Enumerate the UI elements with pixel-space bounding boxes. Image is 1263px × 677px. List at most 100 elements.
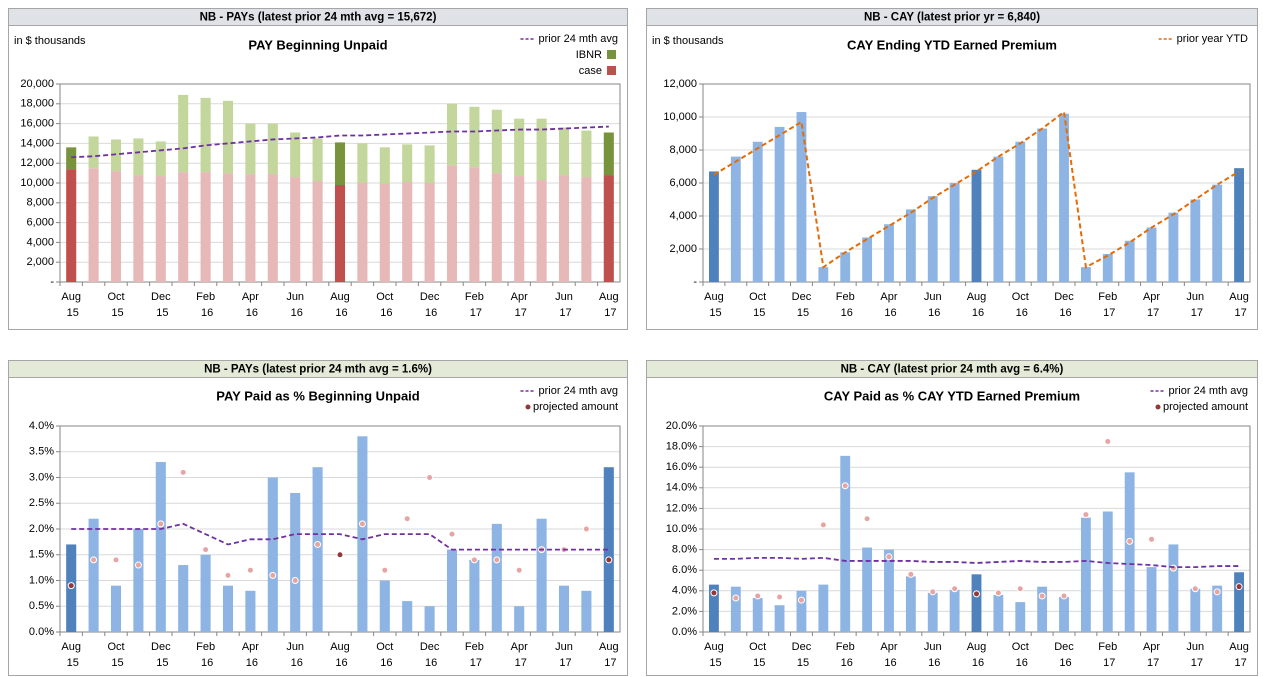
bar xyxy=(290,177,301,282)
bar xyxy=(1124,240,1135,282)
dot xyxy=(90,556,98,564)
y-tick-label: 14.0% xyxy=(666,482,697,494)
bar xyxy=(1015,141,1026,282)
y-tick-label: 16,000 xyxy=(20,118,54,130)
bar xyxy=(290,132,301,178)
x-tick-label: Apr 16 xyxy=(242,291,259,319)
bar xyxy=(1234,168,1244,282)
bar xyxy=(1080,517,1091,632)
y-tick-label: 6,000 xyxy=(26,217,54,229)
dot xyxy=(157,520,165,528)
x-tick-label: Aug 17 xyxy=(1229,641,1249,669)
dot xyxy=(710,589,718,597)
bar xyxy=(424,145,435,183)
x-tick-label: Apr 17 xyxy=(1143,291,1160,319)
panel-header: NB - PAYs (latest prior 24 mth avg = 1.6… xyxy=(204,364,432,376)
x-tick-label: Oct 16 xyxy=(1012,291,1029,319)
bar xyxy=(818,267,829,282)
bar xyxy=(993,156,1004,282)
legend-swatch xyxy=(607,50,616,59)
dot xyxy=(493,556,501,564)
y-tick-label: 16.0% xyxy=(666,461,697,473)
x-tick-label: Oct 16 xyxy=(376,291,393,319)
dot xyxy=(202,546,210,554)
dot xyxy=(582,525,590,533)
bar xyxy=(446,165,458,282)
bar xyxy=(110,585,122,632)
y-tick-label: 4,000 xyxy=(26,236,54,248)
bar xyxy=(536,180,547,282)
dot xyxy=(269,571,277,579)
x-tick-label: Dec 15 xyxy=(792,291,812,319)
bar xyxy=(334,142,346,185)
legend-label: case xyxy=(579,65,602,77)
bar xyxy=(558,127,570,176)
dot xyxy=(291,577,299,584)
y-tick-label: 2,000 xyxy=(669,243,697,255)
unit-label: in $ thousands xyxy=(14,35,86,47)
x-tick-label: Dec 15 xyxy=(151,641,171,669)
panel-header-bar xyxy=(8,8,628,26)
bar xyxy=(491,523,502,632)
bar xyxy=(752,598,763,632)
y-tick-label: 14,000 xyxy=(20,137,54,149)
panel-header: NB - PAYs (latest prior 24 mth avg = 15,… xyxy=(200,12,437,24)
bar xyxy=(155,462,166,632)
dot xyxy=(841,482,849,490)
bar xyxy=(312,138,323,182)
dot xyxy=(929,588,937,596)
y-tick-label: 4.0% xyxy=(29,420,54,432)
bar xyxy=(446,549,458,632)
y-tick-label: 20.0% xyxy=(666,420,697,432)
dot xyxy=(112,556,120,564)
x-tick-label: Jun 17 xyxy=(1186,291,1204,319)
dot xyxy=(314,540,322,548)
bar xyxy=(1168,212,1179,282)
y-tick-label: 2.5% xyxy=(29,497,54,509)
x-tick-label: Feb 17 xyxy=(1098,641,1117,669)
bar xyxy=(402,601,413,632)
bar xyxy=(514,176,525,282)
bar xyxy=(245,123,256,175)
x-tick-label: Jun 16 xyxy=(924,291,942,319)
dot xyxy=(179,468,187,476)
bar xyxy=(1234,572,1244,632)
bar xyxy=(245,174,256,282)
legend-swatch xyxy=(1155,404,1161,410)
legend-label: prior 24 mth avg xyxy=(539,33,618,45)
dot xyxy=(134,561,142,569)
bar xyxy=(558,585,570,632)
y-tick-label: 18,000 xyxy=(20,98,54,110)
dot xyxy=(515,566,523,574)
x-tick-label: Aug 16 xyxy=(967,641,987,669)
y-tick-label: 4,000 xyxy=(669,210,697,222)
y-tick-label: 6.0% xyxy=(672,564,697,576)
y-tick-label: 4.0% xyxy=(672,585,697,597)
x-tick-label: Jun 16 xyxy=(286,641,304,669)
bar xyxy=(357,183,368,282)
bar xyxy=(1212,585,1223,632)
y-tick-label: 12.0% xyxy=(666,502,697,514)
dot xyxy=(1191,585,1199,593)
dot xyxy=(797,596,805,604)
bar xyxy=(774,605,785,632)
bar xyxy=(840,252,851,282)
bar xyxy=(1124,472,1135,632)
bar xyxy=(200,554,211,632)
dot xyxy=(907,570,915,578)
bar xyxy=(133,138,144,176)
x-tick-label: Oct 15 xyxy=(749,641,766,669)
y-tick-label: 3.0% xyxy=(29,471,54,483)
x-tick-label: Feb 17 xyxy=(465,641,484,669)
bar xyxy=(709,171,719,282)
bar xyxy=(133,175,144,282)
bar xyxy=(88,518,99,632)
bar xyxy=(514,118,525,177)
bar xyxy=(290,492,301,632)
bar xyxy=(774,126,785,283)
bar xyxy=(709,584,719,632)
bar xyxy=(200,172,211,282)
x-tick-label: Feb 16 xyxy=(836,291,855,319)
y-tick-label: 12,000 xyxy=(663,78,697,90)
y-tick-label: 8.0% xyxy=(672,544,697,556)
